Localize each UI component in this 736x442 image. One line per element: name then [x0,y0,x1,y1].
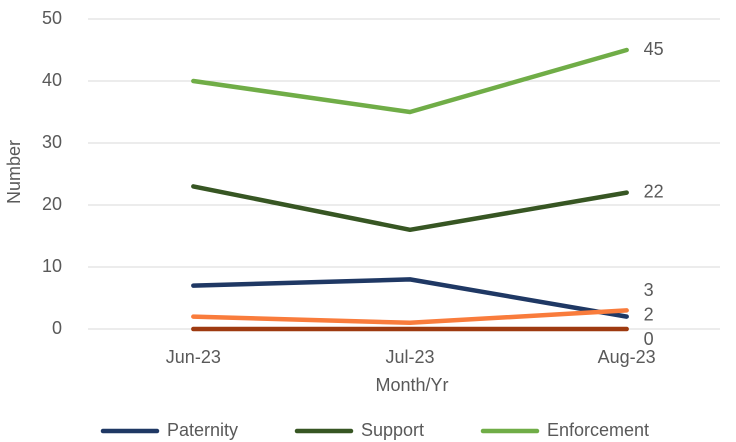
series-line [191,47,629,115]
series-line [191,184,629,233]
x-tick-label: Aug-23 [598,347,656,367]
y-tick-label: 20 [42,194,62,214]
data-label: 2 [644,304,654,324]
legend-label: Enforcement [547,420,649,440]
series-line [191,277,629,319]
data-label: 22 [644,181,664,201]
x-tick-label: Jun-23 [166,347,221,367]
data-label: 45 [644,39,664,59]
y-tick-label: 0 [52,318,62,338]
legend-label: Support [361,420,424,440]
y-tick-label: 40 [42,70,62,90]
data-label: 3 [644,280,654,300]
y-tick-label: 10 [42,256,62,276]
y-tick-label: 50 [42,8,62,28]
x-axis-title: Month/Yr [375,375,448,395]
data-label: 0 [644,329,654,349]
x-tick-label: Jul-23 [385,347,434,367]
y-axis-title: Number [4,140,24,204]
series-line [191,308,629,326]
legend-label: Paternity [167,420,238,440]
y-tick-label: 30 [42,132,62,152]
